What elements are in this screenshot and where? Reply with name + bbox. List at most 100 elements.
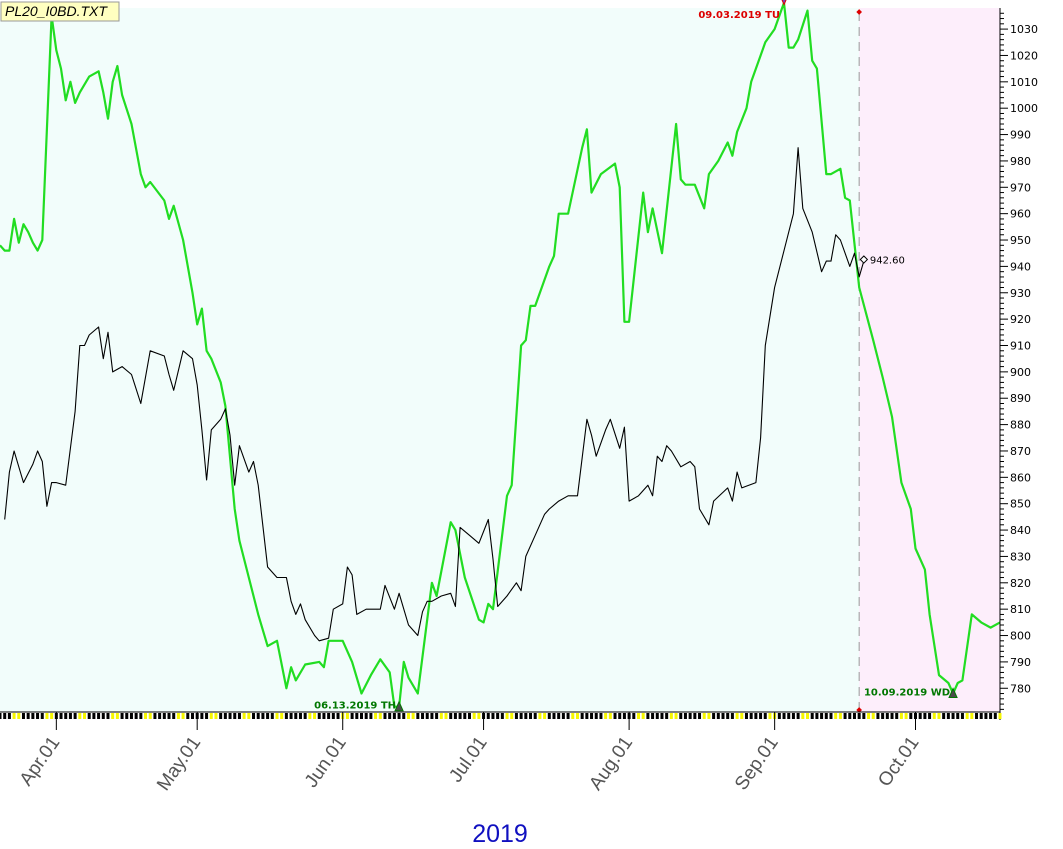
file-label-box <box>0 1 120 22</box>
x-day-tick <box>345 713 349 719</box>
x-day-tick <box>754 713 758 719</box>
x-day-tick <box>674 713 678 719</box>
x-day-tick <box>862 713 866 719</box>
x-day-tick <box>740 713 744 719</box>
x-day-tick <box>317 713 321 719</box>
x-day-tick <box>115 713 119 719</box>
x-day-tick <box>594 713 598 719</box>
x-tick-label: May.01 <box>153 733 205 795</box>
x-day-tick <box>223 713 227 719</box>
x-day-tick <box>435 713 439 719</box>
x-day-tick <box>214 713 218 719</box>
x-day-tick <box>425 713 429 719</box>
x-day-tick <box>355 713 359 719</box>
y-tick-label: 850 <box>1010 498 1031 511</box>
y-tick-label: 920 <box>1010 313 1031 326</box>
x-day-tick <box>59 713 63 719</box>
y-tick-label: 960 <box>1010 208 1031 221</box>
x-day-tick <box>50 713 54 719</box>
x-day-tick <box>261 713 265 719</box>
x-day-tick <box>496 713 500 719</box>
x-day-tick <box>256 713 260 719</box>
annotation-3: 942.60 <box>859 255 905 267</box>
x-day-tick <box>641 713 645 719</box>
x-day-tick <box>176 713 180 719</box>
x-day-tick <box>726 713 730 719</box>
x-day-tick <box>153 713 157 719</box>
x-day-tick <box>749 713 753 719</box>
x-day-tick <box>580 713 584 719</box>
x-day-tick <box>744 713 748 719</box>
x-day-tick <box>843 713 847 719</box>
y-tick-label: 1010 <box>1010 76 1038 89</box>
y-tick-label: 950 <box>1010 234 1031 247</box>
x-day-tick <box>158 713 162 719</box>
x-day-tick <box>172 713 176 719</box>
x-day-tick <box>965 713 969 719</box>
x-day-tick <box>575 713 579 719</box>
y-tick-label: 970 <box>1010 181 1031 194</box>
annotation-label: 06.13.2019 TH <box>314 701 396 712</box>
x-day-tick <box>791 713 795 719</box>
x-day-tick <box>275 713 279 719</box>
x-day-tick <box>712 713 716 719</box>
x-tick-label: Apr.01 <box>16 733 65 790</box>
y-tick-label: 930 <box>1010 287 1031 300</box>
annotation-1: 06.13.2019 TH <box>314 700 404 712</box>
x-day-tick <box>374 713 378 719</box>
x-day-tick <box>87 713 91 719</box>
y-tick-label: 790 <box>1010 656 1031 669</box>
x-day-tick <box>237 713 241 719</box>
x-day-tick <box>533 713 537 719</box>
x-day-tick <box>683 713 687 719</box>
x-day-tick <box>247 713 251 719</box>
x-day-tick <box>360 713 364 719</box>
x-day-tick <box>904 713 908 719</box>
annotation-label: 09.03.2019 TU <box>698 10 780 21</box>
x-day-tick <box>68 713 72 719</box>
x-day-tick <box>73 713 77 719</box>
annotation-0: 09.03.2019 TU <box>698 0 787 21</box>
x-day-tick <box>430 713 434 719</box>
y-tick-label: 990 <box>1010 129 1031 142</box>
x-day-tick <box>125 713 129 719</box>
x-day-tick <box>796 713 800 719</box>
x-day-tick <box>421 713 425 719</box>
x-day-tick <box>7 713 11 719</box>
x-day-tick <box>134 713 138 719</box>
x-day-tick <box>960 713 964 719</box>
forecast-region-background <box>859 8 1000 712</box>
y-tick-label: 880 <box>1010 419 1031 432</box>
x-day-tick <box>956 713 960 719</box>
y-tick-label: 840 <box>1010 524 1031 537</box>
x-day-tick <box>622 713 626 719</box>
x-day-tick <box>190 713 194 719</box>
x-day-tick <box>416 713 420 719</box>
x-day-tick <box>92 713 96 719</box>
x-day-tick <box>946 713 950 719</box>
x-day-tick <box>148 713 152 719</box>
x-day-tick <box>284 713 288 719</box>
x-day-tick <box>693 713 697 719</box>
x-day-tick <box>951 713 955 719</box>
x-day-tick <box>111 713 115 719</box>
y-tick-label: 890 <box>1010 392 1031 405</box>
x-day-tick <box>660 713 664 719</box>
x-day-tick <box>848 713 852 719</box>
x-day-tick <box>364 713 368 719</box>
y-tick-label: 800 <box>1010 630 1031 643</box>
x-day-tick <box>702 713 706 719</box>
x-day-tick <box>294 713 298 719</box>
x-day-tick <box>646 713 650 719</box>
x-day-tick <box>876 713 880 719</box>
x-day-tick <box>679 713 683 719</box>
x-day-tick <box>552 713 556 719</box>
x-day-tick <box>322 713 326 719</box>
x-day-tick <box>895 713 899 719</box>
x-day-tick <box>989 713 993 719</box>
x-day-tick <box>890 713 894 719</box>
x-day-tick <box>665 713 669 719</box>
x-day-tick <box>998 713 1002 719</box>
x-day-tick <box>303 713 307 719</box>
x-day-tick <box>21 713 25 719</box>
